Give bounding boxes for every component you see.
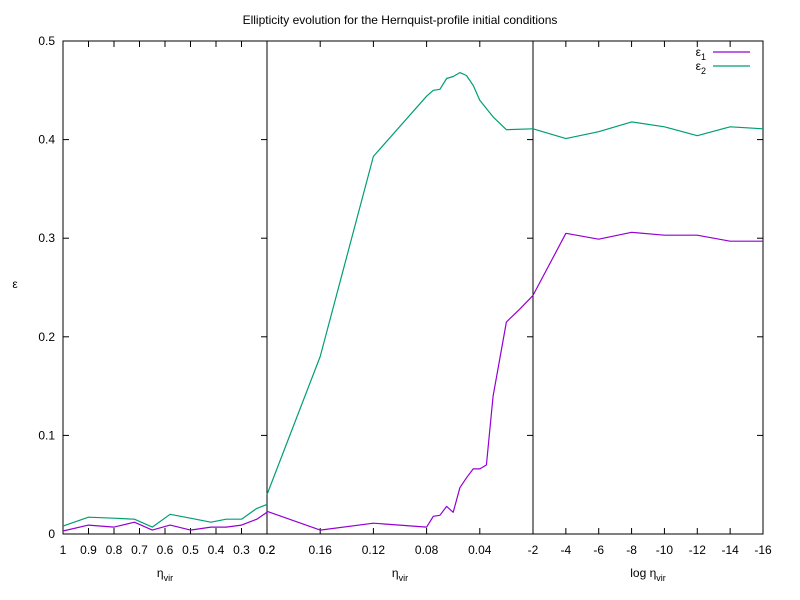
y-tick-label: 0.4 [38,133,55,147]
series-line-e1 [62,511,268,532]
series-line-e1 [532,231,763,296]
x-tick-label: -16 [754,543,772,557]
y-tick-label: 0.3 [38,231,55,245]
x-tick-label: 0.7 [131,543,148,557]
x-tick-label: -8 [626,543,637,557]
x-tick-label: 0.2 [259,543,276,557]
x-axis-label: ηvir [392,566,408,583]
x-tick-label: 1 [60,543,67,557]
x-tick-label: 0.3 [233,543,250,557]
plot-frame [62,40,764,535]
x-tick-label: 0.04 [468,543,492,557]
series-line-e1 [266,294,534,531]
y-tick-label: 0 [48,527,55,541]
x-tick-label: 0.5 [182,543,199,557]
series-line-e2 [62,503,268,528]
plot-area: 0 0.1 0.2 0.3 0.4 0.5 1 0.9 0.8 0.7 0.6 0.5 0.4 0.3 0.… [38,34,772,583]
x-tick-label: -4 [561,543,572,557]
x-tick-label: -12 [689,543,707,557]
legend-label-e2: ε2 [696,59,706,76]
legend-label-e1: ε1 [696,45,706,62]
x-tick-label: -14 [721,543,739,557]
x-tick-label: 0.8 [106,543,123,557]
x-axis-label: log ηvir [630,566,666,583]
x-tick-label: 0.6 [157,543,174,557]
x-tick-label: 0.16 [309,543,333,557]
x-tick-label: 0.4 [208,543,225,557]
x-tick-label: -2 [528,543,539,557]
x-tick-label: -10 [656,543,674,557]
chart-title: Ellipticity evolution for the Hernquist-… [243,13,558,27]
x-tick-label: 0.08 [415,543,439,557]
x-tick-label: 0.2 [259,543,276,557]
y-tick-label: 0.2 [38,330,55,344]
y-tick-label: 0.1 [38,428,55,442]
y-axis-label: ε [12,277,18,291]
x-tick-label: 0.9 [80,543,97,557]
x-tick-label: -6 [593,543,604,557]
x-tick-label: 0.12 [362,543,386,557]
series-line-e2 [266,71,534,495]
x-axis-label: ηvir [157,566,173,583]
series-line-e2 [532,121,764,140]
y-tick-label: 0.5 [38,34,55,48]
